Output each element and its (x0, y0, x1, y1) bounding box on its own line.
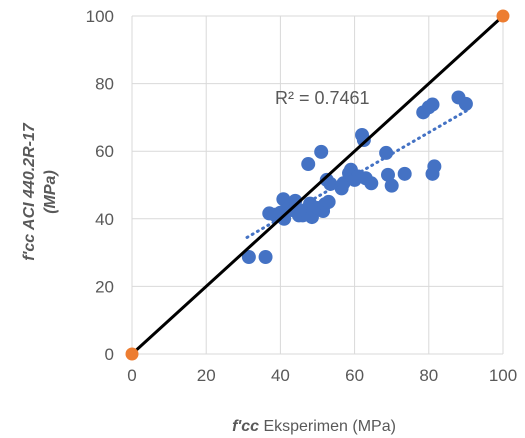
data-point (241, 249, 256, 264)
y-tick-label: 20 (95, 277, 114, 296)
y-tick-label: 40 (95, 210, 114, 229)
x-tick-label: 60 (345, 366, 364, 385)
data-point (384, 178, 399, 193)
x-tick-label: 80 (419, 366, 438, 385)
x-axis-title: f'cc Eksperimen (MPa) (232, 418, 396, 435)
data-point (425, 97, 440, 112)
data-point (356, 133, 371, 148)
data-point (397, 166, 412, 181)
r-squared-annotation: R² = 0.7461 (275, 88, 370, 108)
x-axis-tick-labels: 0 20 40 60 80 100 (127, 366, 517, 385)
reference-markers (125, 9, 510, 361)
y-tick-label: 100 (86, 7, 114, 26)
y-axis-title-line1: f'cc ACI 440.2R-17 (21, 122, 38, 261)
lines (130, 14, 505, 356)
y-tick-label: 80 (95, 75, 114, 94)
data-point (301, 157, 316, 172)
data-point (458, 96, 473, 111)
data-point (314, 144, 329, 159)
y-tick-label: 60 (95, 142, 114, 161)
data-point (364, 176, 379, 191)
data-points (241, 90, 473, 264)
y-axis-title: f'cc ACI 440.2R-17 (MPa) (21, 122, 59, 261)
equality-line (130, 14, 505, 356)
y-axis-tick-labels: 0 20 40 60 80 100 (86, 7, 114, 364)
data-point (288, 193, 303, 208)
x-axis-title-emphasis: f'cc (232, 418, 259, 435)
data-point (380, 167, 395, 182)
reference-point (496, 9, 510, 23)
x-tick-label: 100 (489, 366, 517, 385)
data-point (321, 194, 336, 209)
reference-point (125, 347, 139, 361)
data-point (258, 249, 273, 264)
x-tick-label: 0 (127, 366, 136, 385)
y-tick-label: 0 (105, 345, 114, 364)
data-point (379, 145, 394, 160)
x-tick-label: 20 (197, 366, 216, 385)
data-point (323, 176, 338, 191)
x-tick-label: 40 (271, 366, 290, 385)
x-axis-title-rest: Eksperimen (MPa) (259, 418, 396, 435)
data-point (427, 159, 442, 174)
y-axis-title-line2: (MPa) (42, 170, 59, 214)
